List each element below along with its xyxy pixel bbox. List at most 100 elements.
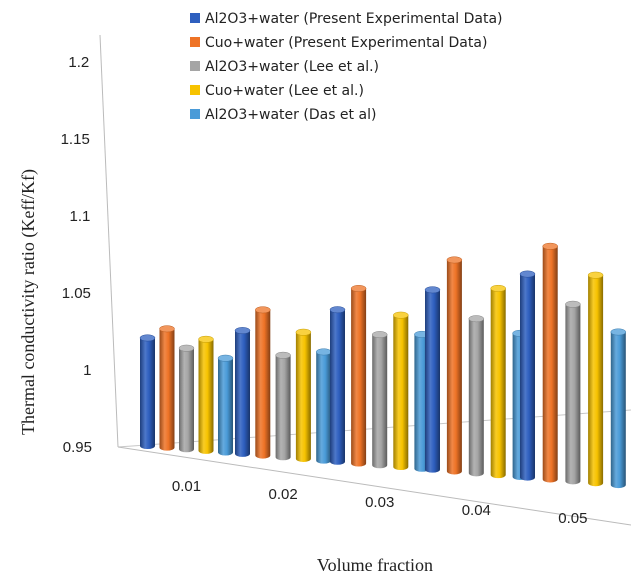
bar-body: [610, 331, 626, 489]
bar-top: [565, 300, 581, 308]
bar-body: [372, 334, 388, 469]
bar-top: [610, 328, 627, 336]
bar-body: [520, 274, 535, 481]
legend-label: Al2O3+water (Das et al): [205, 107, 376, 123]
bar-body: [490, 288, 506, 479]
bar-top: [446, 256, 463, 264]
bar-top: [542, 242, 558, 250]
bar-body: [218, 358, 233, 456]
legend-item: Al2O3+water (Present Experimental Data): [190, 11, 503, 27]
bar: [255, 306, 271, 459]
bar-top: [587, 271, 604, 279]
bar: [587, 271, 604, 487]
x-tick-label: 0.02: [268, 486, 297, 503]
bar-top: [393, 311, 409, 319]
y-axis-tick-labels: 0.95 1 1.05 1.1 1.15 1.2: [61, 54, 92, 456]
bar: [329, 306, 346, 465]
y-axis-title: Thermal conductivity ratio (Keff/Kf): [18, 169, 39, 435]
bar-body: [316, 351, 332, 464]
bar-top: [350, 285, 367, 292]
bar-top: [234, 327, 251, 335]
y-tick-label: 1.2: [68, 54, 89, 71]
x-tick-label: 0.04: [462, 502, 491, 519]
chart-bars: [139, 242, 627, 489]
legend-item: Al2O3+water (Lee et al.): [190, 59, 379, 75]
legend-swatch: [190, 13, 200, 23]
bar-body: [542, 246, 558, 483]
bar-top: [490, 284, 506, 292]
x-axis-tick-labels: 0.01 0.02 0.03 0.04 0.05: [172, 478, 588, 527]
legend-item: Al2O3+water (Das et al): [190, 107, 376, 123]
bar-body: [295, 332, 311, 462]
bar: [350, 285, 367, 467]
bar-body: [179, 348, 194, 453]
bar: [519, 270, 536, 481]
bar: [198, 335, 214, 454]
y-tick-label: 1.1: [69, 208, 90, 225]
bar: [295, 328, 312, 462]
bar: [468, 315, 485, 477]
legend-item: Cuo+water (Present Experimental Data): [190, 35, 487, 51]
x-tick-label: 0.05: [558, 510, 587, 527]
legend-swatch: [190, 61, 200, 71]
bar-top: [315, 348, 332, 356]
bar-body: [255, 309, 271, 459]
bar: [424, 286, 441, 473]
legend-swatch: [190, 37, 200, 47]
bar-body: [330, 309, 345, 465]
legend-swatch: [190, 85, 200, 95]
bar-body: [198, 339, 214, 454]
bar-body: [468, 318, 484, 477]
y-tick-label: 1: [83, 362, 91, 379]
bar: [446, 256, 463, 475]
bar: [490, 284, 506, 479]
bar-body: [275, 355, 291, 461]
bar: [371, 331, 388, 469]
y-tick-label: 1.05: [62, 285, 91, 302]
bar: [542, 242, 558, 483]
bar: [139, 334, 156, 450]
bar-body: [425, 289, 440, 473]
bar-top: [178, 344, 195, 352]
chart-legend: Al2O3+water (Present Experimental Data) C…: [190, 11, 503, 123]
bar: [393, 311, 409, 471]
bar-top: [255, 306, 271, 314]
bar-top: [519, 270, 536, 278]
bar-body: [446, 259, 462, 475]
legend-label: Al2O3+water (Lee et al.): [205, 59, 379, 75]
legend-label: Cuo+water (Lee et al.): [205, 83, 364, 99]
y-tick-label: 0.95: [63, 439, 92, 456]
bar-top: [329, 306, 346, 314]
bar: [159, 325, 175, 451]
legend-label: Al2O3+water (Present Experimental Data): [205, 11, 503, 27]
bar-top: [275, 351, 291, 359]
y-axis-line: [99, 34, 119, 448]
bar-top: [424, 286, 441, 294]
bar-body: [235, 330, 250, 457]
y-tick-label: 1.15: [61, 131, 90, 148]
legend-label: Cuo+water (Present Experimental Data): [205, 35, 487, 51]
bar-body: [565, 304, 581, 485]
bar: [315, 348, 332, 464]
bar-body: [351, 288, 367, 467]
x-tick-label: 0.01: [172, 478, 201, 495]
bar-top: [468, 315, 485, 323]
bar-top: [295, 328, 312, 336]
bar: [275, 351, 291, 461]
bar-body: [588, 275, 604, 487]
bar: [234, 327, 251, 457]
bar: [610, 328, 627, 489]
bar-top: [198, 335, 214, 343]
legend-swatch: [190, 109, 200, 119]
bar: [217, 354, 234, 456]
bar-body: [393, 315, 409, 471]
x-axis-title: Volume fraction: [317, 555, 433, 575]
x-tick-label: 0.03: [365, 494, 394, 511]
bar-body: [140, 337, 155, 450]
bar: [178, 344, 195, 453]
bar-top: [371, 331, 388, 339]
bar-top: [139, 334, 156, 342]
bar-top: [159, 325, 175, 333]
bar-body: [159, 328, 175, 451]
